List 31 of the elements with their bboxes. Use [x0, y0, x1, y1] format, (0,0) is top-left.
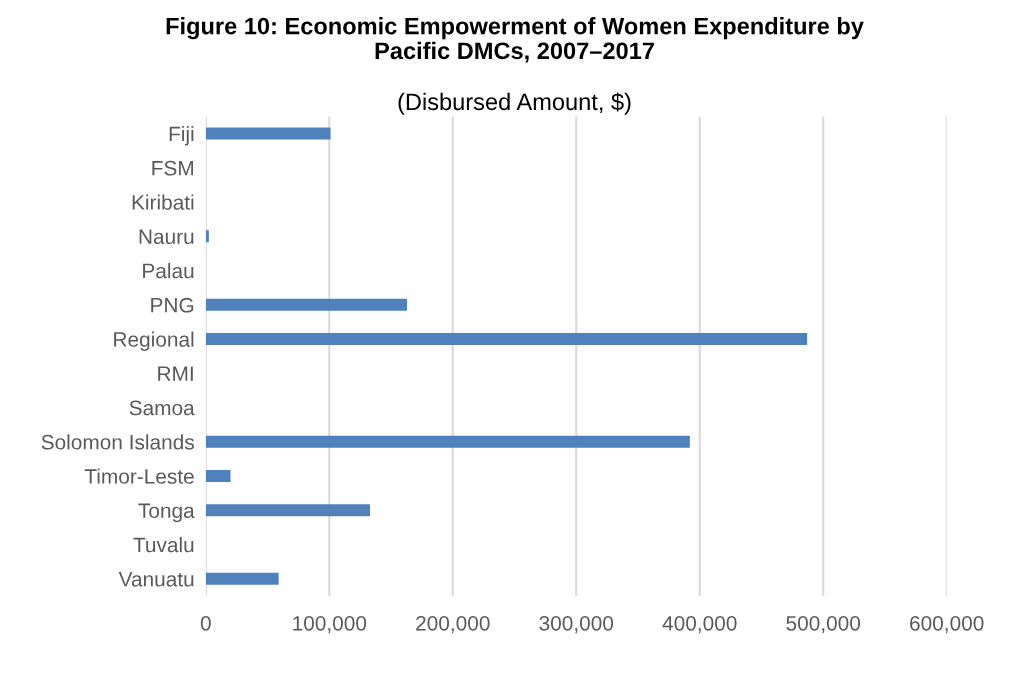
x-tick-label: 500,000	[786, 615, 861, 634]
y-tick-label: Timor-Leste	[84, 468, 194, 484]
bar	[205, 470, 231, 483]
y-tick-label: Nauru	[139, 229, 194, 245]
x-tick-label: 200,000	[416, 615, 490, 634]
x-tick-label: 600,000	[910, 615, 984, 634]
bar	[205, 298, 408, 311]
y-tick-label: Solomon Islands	[41, 434, 194, 450]
x-tick-label: 400,000	[662, 615, 737, 634]
x-tick-label: 300,000	[539, 615, 614, 634]
bar	[205, 127, 331, 140]
y-tick-label: Samoa	[129, 400, 195, 416]
y-tick-label: FSM	[152, 160, 193, 176]
bar	[205, 435, 690, 448]
x-tick-label: 100,000	[293, 615, 367, 634]
bar	[205, 230, 209, 243]
y-tick-label: Tonga	[138, 503, 195, 523]
y-tick-label: Palau	[143, 263, 194, 279]
y-tick-label: Fiji	[169, 126, 194, 146]
bar	[205, 572, 279, 585]
y-tick-label: Regional	[114, 331, 194, 351]
y-tick-label: PNG	[151, 297, 194, 313]
x-tick-label: 0	[200, 615, 211, 631]
bar	[205, 333, 808, 346]
y-tick-label: Kiribati	[132, 194, 194, 210]
bar	[205, 504, 371, 517]
chart-subtitle: (Disbursed Amount, $)	[398, 92, 631, 115]
y-tick-label: Vanuatu	[118, 572, 194, 587]
y-tick-label: Tuvalu	[133, 537, 194, 553]
y-tick-label: RMI	[158, 366, 193, 381]
chart-title: Figure 10: Economic Empowerment of Women Expenditure by Pacific DMCs, 2007–2017	[166, 17, 864, 63]
